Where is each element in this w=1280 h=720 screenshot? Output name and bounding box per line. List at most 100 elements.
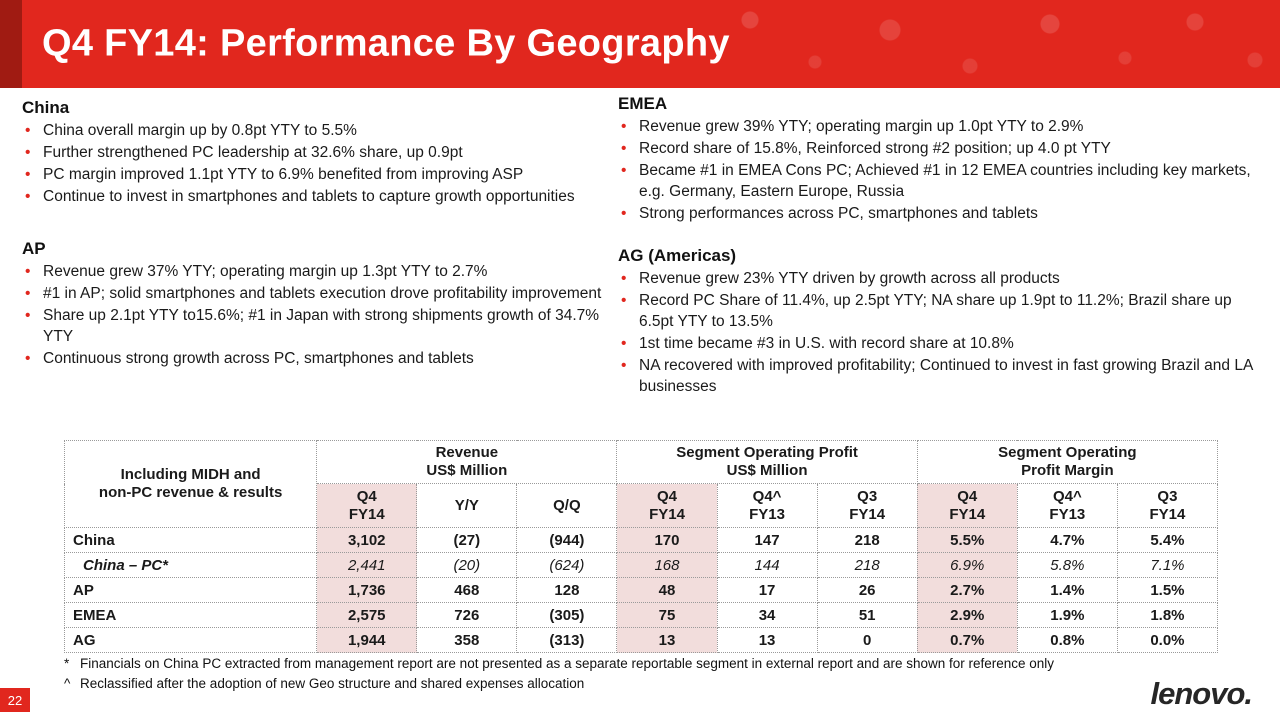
column-header: Q4 FY14 bbox=[616, 483, 718, 528]
bullet-item: Continue to invest in smartphones and ta… bbox=[22, 186, 614, 207]
table-group-header-row: Including MIDH and non-PC revenue & resu… bbox=[63, 440, 1219, 528]
column-header: Q3 FY14 bbox=[816, 483, 918, 528]
section-emea: EMEA Revenue grew 39% YTY; operating mar… bbox=[618, 94, 1270, 224]
table-cell: 75 bbox=[616, 602, 718, 628]
section-ap: AP Revenue grew 37% YTY; operating margi… bbox=[22, 239, 614, 369]
right-column: EMEA Revenue grew 39% YTY; operating mar… bbox=[618, 94, 1270, 397]
row-label: AG bbox=[63, 627, 318, 653]
table-cell: 17 bbox=[716, 577, 818, 603]
column-header: Q4 FY14 bbox=[916, 483, 1018, 528]
bullet-item: PC margin improved 1.1pt YTY to 6.9% ben… bbox=[22, 164, 614, 185]
table-cell: 1,944 bbox=[316, 627, 418, 653]
table-cell: 34 bbox=[716, 602, 818, 628]
table-cell: 0 bbox=[816, 627, 918, 653]
china-bullet-list: China overall margin up by 0.8pt YTY to … bbox=[22, 120, 614, 207]
bullet-item: Revenue grew 39% YTY; operating margin u… bbox=[618, 116, 1270, 137]
table-cell: 218 bbox=[816, 552, 918, 578]
group-header-revenue: Revenue US$ Million bbox=[316, 440, 618, 484]
table-cell: 2,575 bbox=[316, 602, 418, 628]
header-decorative-pattern bbox=[720, 0, 1280, 88]
table-corner-label: Including MIDH and non-PC revenue & resu… bbox=[63, 440, 318, 528]
section-heading-china: China bbox=[22, 98, 70, 117]
table-cell: 0.7% bbox=[916, 627, 1018, 653]
section-heading-emea: EMEA bbox=[618, 94, 668, 113]
table-cell: 128 bbox=[516, 577, 618, 603]
column-header: Q/Q bbox=[516, 483, 618, 528]
table-cell: (944) bbox=[516, 527, 618, 553]
footnote-text: Reclassified after the adoption of new G… bbox=[80, 676, 585, 691]
table-row-ag: AG 1,944 358 (313) 13 13 0 0.7% 0.8% 0.0… bbox=[63, 627, 1219, 653]
table-cell: 1,736 bbox=[316, 577, 418, 603]
table-cell: 358 bbox=[416, 627, 518, 653]
table-row-china-pc: China – PC* 2,441 (20) (624) 168 144 218… bbox=[63, 552, 1219, 578]
table-cell: 13 bbox=[716, 627, 818, 653]
column-header: Q4 FY14 bbox=[316, 483, 418, 528]
table-cell: (624) bbox=[516, 552, 618, 578]
table-cell: 170 bbox=[616, 527, 718, 553]
table-row-emea: EMEA 2,575 726 (305) 75 34 51 2.9% 1.9% … bbox=[63, 602, 1219, 628]
row-label: China bbox=[63, 527, 318, 553]
row-label: China – PC* bbox=[63, 552, 318, 578]
bullet-item: China overall margin up by 0.8pt YTY to … bbox=[22, 120, 614, 141]
footnote-caret: ^ Reclassified after the adoption of new… bbox=[64, 674, 1254, 694]
slide-header: Q4 FY14: Performance By Geography bbox=[0, 0, 1280, 88]
ap-bullet-list: Revenue grew 37% YTY; operating margin u… bbox=[22, 261, 614, 369]
table-sub-header-row: Q4 FY14 Y/Y Q/Q Q4 FY14 Q4^ FY13 Q3 FY14… bbox=[65, 483, 1219, 528]
table-cell: 468 bbox=[416, 577, 518, 603]
table-cell: 6.9% bbox=[916, 552, 1018, 578]
lenovo-logo: lenovo. bbox=[1150, 676, 1253, 711]
table-cell: 3,102 bbox=[316, 527, 418, 553]
table-cell: 144 bbox=[716, 552, 818, 578]
bullet-item: Strong performances across PC, smartphon… bbox=[618, 203, 1270, 224]
row-label: AP bbox=[63, 577, 318, 603]
table-cell: 0.0% bbox=[1116, 627, 1219, 653]
bullet-item: Share up 2.1pt YTY to15.6%; #1 in Japan … bbox=[22, 305, 614, 347]
table-row-ap: AP 1,736 468 128 48 17 26 2.7% 1.4% 1.5% bbox=[63, 577, 1219, 603]
left-column: China China overall margin up by 0.8pt Y… bbox=[22, 98, 614, 369]
table-cell: 1.4% bbox=[1016, 577, 1118, 603]
bullet-item: Record PC Share of 11.4%, up 2.5pt YTY; … bbox=[618, 290, 1270, 332]
section-heading-ag: AG (Americas) bbox=[618, 246, 737, 265]
table-cell: 218 bbox=[816, 527, 918, 553]
performance-table: Including MIDH and non-PC revenue & resu… bbox=[63, 440, 1219, 653]
bullet-item: Continuous strong growth across PC, smar… bbox=[22, 348, 614, 369]
emea-bullet-list: Revenue grew 39% YTY; operating margin u… bbox=[618, 116, 1270, 224]
table-cell: 13 bbox=[616, 627, 718, 653]
table-cell: 2,441 bbox=[316, 552, 418, 578]
table-cell: 726 bbox=[416, 602, 518, 628]
table-cell: 168 bbox=[616, 552, 718, 578]
table-cell: 5.4% bbox=[1116, 527, 1219, 553]
table-cell: (305) bbox=[516, 602, 618, 628]
section-ag: AG (Americas) Revenue grew 23% YTY drive… bbox=[618, 246, 1270, 397]
group-header-operating-profit: Segment Operating Profit US$ Million bbox=[616, 440, 918, 484]
column-header: Q4^ FY13 bbox=[716, 483, 818, 528]
table-cell: 26 bbox=[816, 577, 918, 603]
section-china: China China overall margin up by 0.8pt Y… bbox=[22, 98, 614, 207]
table-cell: 147 bbox=[716, 527, 818, 553]
footnote-asterisk: * Financials on China PC extracted from … bbox=[64, 654, 1254, 674]
ag-bullet-list: Revenue grew 23% YTY driven by growth ac… bbox=[618, 268, 1270, 397]
table-cell: 5.5% bbox=[916, 527, 1018, 553]
column-header: Q4^ FY13 bbox=[1016, 483, 1118, 528]
table-cell: 1.9% bbox=[1016, 602, 1118, 628]
page-number: 22 bbox=[0, 688, 30, 712]
bullet-item: Became #1 in EMEA Cons PC; Achieved #1 i… bbox=[618, 160, 1270, 202]
row-label: EMEA bbox=[63, 602, 318, 628]
table-cell: (313) bbox=[516, 627, 618, 653]
footnote-marker: * bbox=[64, 656, 70, 671]
table-cell: 1.8% bbox=[1116, 602, 1219, 628]
column-header: Q3 FY14 bbox=[1116, 483, 1219, 528]
table-cell: 7.1% bbox=[1116, 552, 1219, 578]
table-cell: 48 bbox=[616, 577, 718, 603]
section-heading-ap: AP bbox=[22, 239, 46, 258]
header-accent-ribbon bbox=[0, 0, 22, 88]
table-cell: 1.5% bbox=[1116, 577, 1219, 603]
bullet-item: Revenue grew 23% YTY driven by growth ac… bbox=[618, 268, 1270, 289]
table-cell: 0.8% bbox=[1016, 627, 1118, 653]
footnote-marker: ^ bbox=[64, 676, 71, 691]
table-cell: 5.8% bbox=[1016, 552, 1118, 578]
footnote-text: Financials on China PC extracted from ma… bbox=[80, 656, 1055, 671]
column-header: Y/Y bbox=[416, 483, 518, 528]
footnotes: * Financials on China PC extracted from … bbox=[64, 654, 1254, 694]
